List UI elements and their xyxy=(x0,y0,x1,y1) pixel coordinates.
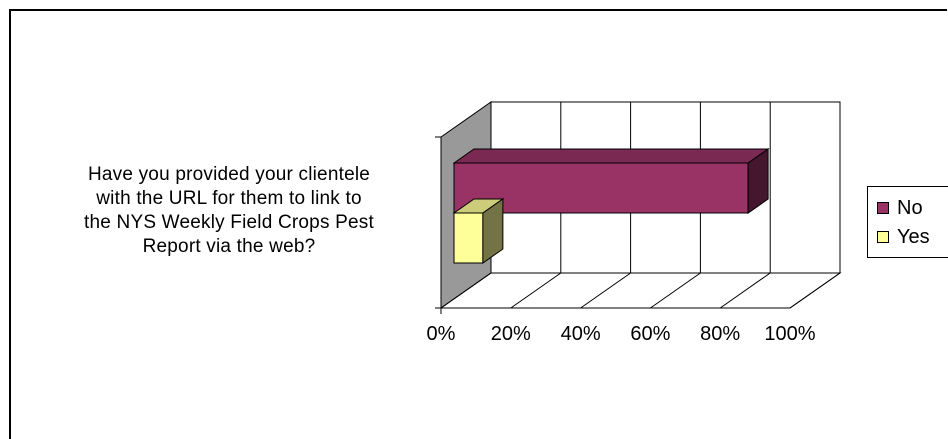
chart-bars xyxy=(452,148,770,264)
category-label-line: Report via the web? xyxy=(142,236,316,257)
legend: No Yes xyxy=(867,186,948,258)
x-tick-label: 60% xyxy=(630,323,670,345)
x-tick-label: 100% xyxy=(764,323,815,345)
x-tick-label: 80% xyxy=(700,323,740,345)
x-tick-label: 0% xyxy=(427,323,456,345)
category-label-line: the NYS Weekly Field Crops Pest xyxy=(84,212,374,233)
legend-swatch-no xyxy=(877,202,889,214)
bar-top-no xyxy=(452,148,770,164)
legend-item-yes: Yes xyxy=(877,225,930,249)
bar-side-yes xyxy=(482,198,504,264)
floor-gridline xyxy=(580,272,631,309)
floor-gridline xyxy=(440,272,492,309)
floor-gridline xyxy=(789,272,841,309)
x-axis-tick-labels: 0% 20% 40% 60% 80% 100% xyxy=(427,323,816,345)
legend-swatch-yes xyxy=(877,231,889,243)
floor-gridline xyxy=(719,272,771,309)
x-tick-label: 40% xyxy=(561,323,601,345)
category-label: Have you provided your clientele with th… xyxy=(20,163,438,259)
floor-gridline xyxy=(650,272,701,309)
legend-label-no: No xyxy=(897,196,923,219)
bar-yes xyxy=(452,198,505,264)
bar-front-yes xyxy=(453,212,484,264)
bar-side-no xyxy=(747,148,769,214)
category-label-line: Have you provided your clientele xyxy=(87,164,371,185)
legend-item-no: No xyxy=(877,196,923,220)
floor-gridline xyxy=(510,272,562,309)
chart-frame xyxy=(9,9,947,439)
x-tick-label: 20% xyxy=(491,323,531,345)
category-label-line: with the URL for them to link to xyxy=(96,188,362,209)
floor xyxy=(439,272,842,309)
legend-label-yes: Yes xyxy=(897,225,930,248)
